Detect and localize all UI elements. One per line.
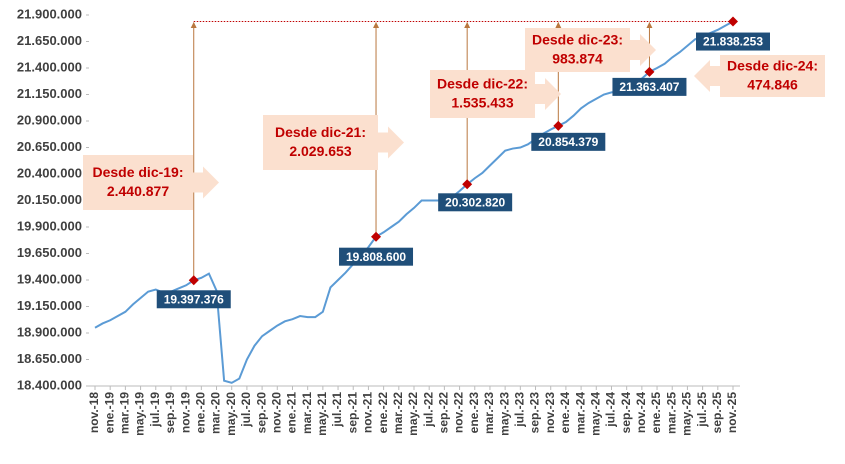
annotation-label: Desde dic-23: — [532, 32, 623, 48]
x-tick-label: may.-25 — [680, 392, 694, 436]
x-tick-label: sep.-23 — [528, 392, 542, 434]
x-tick-label: nov.-23 — [543, 392, 557, 433]
annotation-value: 474.846 — [747, 77, 798, 93]
marker — [644, 66, 655, 77]
annotation-value: 1.535.433 — [451, 95, 513, 111]
y-tick-label: 19.900.000 — [17, 218, 82, 233]
value-label-box — [696, 32, 770, 51]
marker — [728, 16, 738, 27]
annotation-box — [263, 115, 378, 170]
x-tick-label: may.-20 — [224, 392, 238, 436]
x-tick-label: mar.-21 — [300, 392, 314, 434]
value-label-box — [612, 77, 687, 96]
value-label: 20.854.379 — [538, 135, 598, 149]
x-tick-label: jul.-21 — [330, 392, 344, 428]
value-label: 20.302.820 — [445, 195, 505, 209]
annotation-arrow — [535, 78, 561, 110]
x-tick-label: sep.-24 — [619, 392, 633, 434]
y-tick-label: 21.900.000 — [17, 6, 82, 21]
y-tick-label: 18.650.000 — [17, 351, 82, 366]
x-tick-label: nov.-19 — [178, 392, 192, 433]
marker — [188, 275, 199, 286]
x-tick-label: jul.-23 — [513, 392, 527, 428]
value-label-box — [531, 132, 606, 151]
x-tick-label: mar.-23 — [482, 392, 496, 434]
y-tick-label: 19.150.000 — [17, 298, 82, 313]
x-tick-label: sep.-19 — [163, 392, 177, 434]
x-tick-label: mar.-22 — [391, 392, 405, 434]
annotation-arrow — [193, 166, 219, 199]
x-tick-label: mar.-25 — [664, 392, 678, 434]
x-tick-label: nov.-18 — [87, 392, 101, 433]
x-tick-label: mar.-24 — [573, 392, 587, 434]
x-tick-label: may.-19 — [133, 392, 147, 436]
annotation-value: 2.440.877 — [107, 183, 169, 199]
x-tick-label: may.-23 — [497, 392, 511, 436]
x-tick-label: may.-24 — [588, 392, 602, 436]
value-label: 19.808.600 — [346, 250, 406, 264]
x-tick-label: ene.-20 — [194, 392, 208, 434]
marker — [371, 231, 382, 242]
x-tick-label: ene.-21 — [285, 392, 299, 434]
x-tick-label: jul.-24 — [604, 392, 618, 428]
annotation-label: Desde dic-19: — [92, 164, 183, 180]
y-tick-label: 19.400.000 — [17, 271, 82, 286]
annotation-arrow — [378, 126, 404, 159]
annotation-box — [525, 28, 630, 72]
y-tick-label: 20.650.000 — [17, 139, 82, 154]
x-tick-label: nov.-24 — [634, 392, 648, 433]
marker — [553, 120, 564, 131]
y-tick-label: 20.150.000 — [17, 192, 82, 207]
value-label: 19.397.376 — [164, 292, 224, 306]
x-tick-label: may.-22 — [406, 392, 420, 436]
annotation-arrow — [694, 60, 720, 92]
y-tick-label: 21.150.000 — [17, 86, 82, 101]
annotation-value: 2.029.653 — [289, 143, 351, 159]
annotation-box — [83, 155, 193, 210]
x-tick-label: ene.-25 — [649, 392, 663, 434]
x-tick-label: mar.-20 — [209, 392, 223, 434]
value-label-box — [438, 193, 513, 212]
x-tick-label: ene.-19 — [102, 392, 116, 434]
x-tick-label: may.-21 — [315, 392, 329, 436]
y-tick-label: 18.900.000 — [17, 324, 82, 339]
x-tick-label: jul.-22 — [421, 392, 435, 428]
annotation-box — [720, 55, 825, 97]
x-tick-label: jul.-19 — [148, 392, 162, 428]
x-tick-label: jul.-20 — [239, 392, 253, 428]
value-label: 21.838.253 — [703, 35, 763, 49]
annotation-box — [430, 70, 535, 118]
x-tick-label: ene.-23 — [467, 392, 481, 434]
x-tick-label: jul.-25 — [695, 392, 709, 428]
x-tick-label: mar.-19 — [118, 392, 132, 434]
annotation-label: Desde dic-21: — [275, 124, 366, 140]
y-tick-label: 20.900.000 — [17, 112, 82, 127]
x-tick-label: sep.-20 — [254, 392, 268, 434]
value-label-box — [156, 290, 231, 309]
x-tick-label: nov.-21 — [361, 392, 375, 433]
y-tick-label: 19.650.000 — [17, 245, 82, 260]
x-tick-label: ene.-22 — [376, 392, 390, 434]
y-tick-label: 18.400.000 — [17, 377, 82, 392]
value-label: 21.363.407 — [619, 80, 679, 94]
x-tick-label: sep.-22 — [437, 392, 451, 434]
x-tick-label: sep.-25 — [710, 392, 724, 434]
x-tick-label: sep.-21 — [345, 392, 359, 434]
annotation-arrow — [630, 34, 656, 66]
value-label-box — [339, 247, 414, 266]
annotation-label: Desde dic-22: — [437, 76, 528, 92]
x-tick-label: nov.-25 — [725, 392, 739, 433]
x-tick-label: nov.-20 — [269, 392, 283, 433]
y-tick-label: 21.650.000 — [17, 33, 82, 48]
y-tick-label: 21.400.000 — [17, 59, 82, 74]
y-tick-label: 20.400.000 — [17, 165, 82, 180]
x-tick-label: nov.-22 — [452, 392, 466, 433]
marker — [462, 179, 473, 190]
annotation-value: 983.874 — [552, 51, 603, 67]
x-tick-label: ene.-24 — [558, 392, 572, 434]
annotation-label: Desde dic-24: — [727, 58, 818, 74]
